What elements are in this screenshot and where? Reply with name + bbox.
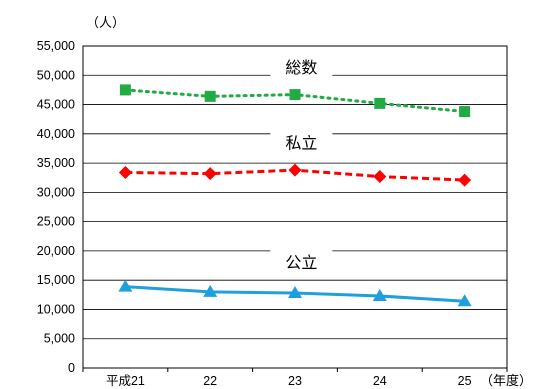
data-point [118, 279, 133, 292]
data-point [289, 89, 301, 101]
data-point [119, 84, 131, 96]
y-tick-label: 10,000 [37, 302, 75, 316]
y-tick-label: 50,000 [37, 68, 75, 82]
data-point [457, 294, 472, 307]
x-unit-label: （年度） [480, 373, 532, 389]
series-label: 公立 [285, 253, 317, 272]
series-label-background [270, 130, 333, 155]
y-unit-label: （人） [86, 16, 125, 31]
y-tick-label: 5,000 [44, 332, 75, 346]
x-tick-label: 24 [373, 374, 387, 388]
x-tick-label: 23 [288, 374, 302, 388]
data-point [204, 90, 216, 102]
series-2: 私立 [118, 130, 472, 187]
data-point [203, 284, 218, 297]
y-tick-label: 30,000 [37, 185, 75, 199]
data-point [203, 167, 217, 181]
y-tick-label: 45,000 [37, 98, 75, 112]
y-tick-label: 15,000 [37, 273, 75, 287]
series-label: 私立 [285, 134, 317, 153]
data-point [373, 170, 387, 184]
data-point [288, 286, 302, 299]
series-3: 公立 [118, 249, 472, 307]
y-tick-label: 55,000 [37, 39, 75, 53]
y-tick-label: 35,000 [37, 156, 75, 170]
x-tick-label: 平成21 [106, 374, 145, 388]
series-1: 総数 [119, 55, 471, 118]
data-point [372, 288, 387, 301]
x-axis: 平成21 22 23 24 25 [82, 368, 508, 388]
y-tick-label: 40,000 [37, 127, 75, 141]
y-tick-label: 25,000 [37, 215, 75, 229]
y-axis: 0 5,000 10,000 15,000 20,000 25,000 30,000 35,0… [37, 39, 75, 375]
data-point [374, 97, 386, 109]
data-point [458, 173, 472, 187]
series-label-background [270, 249, 333, 274]
data-point [288, 163, 302, 177]
series-label-background [270, 55, 333, 80]
series-label: 総数 [285, 58, 317, 77]
y-tick-label: 0 [68, 361, 75, 375]
x-tick-label: 22 [203, 374, 217, 388]
data-point [459, 106, 471, 118]
data-point [118, 165, 132, 179]
y-tick-label: 20,000 [37, 244, 75, 258]
x-tick-label: 25 [458, 374, 472, 388]
